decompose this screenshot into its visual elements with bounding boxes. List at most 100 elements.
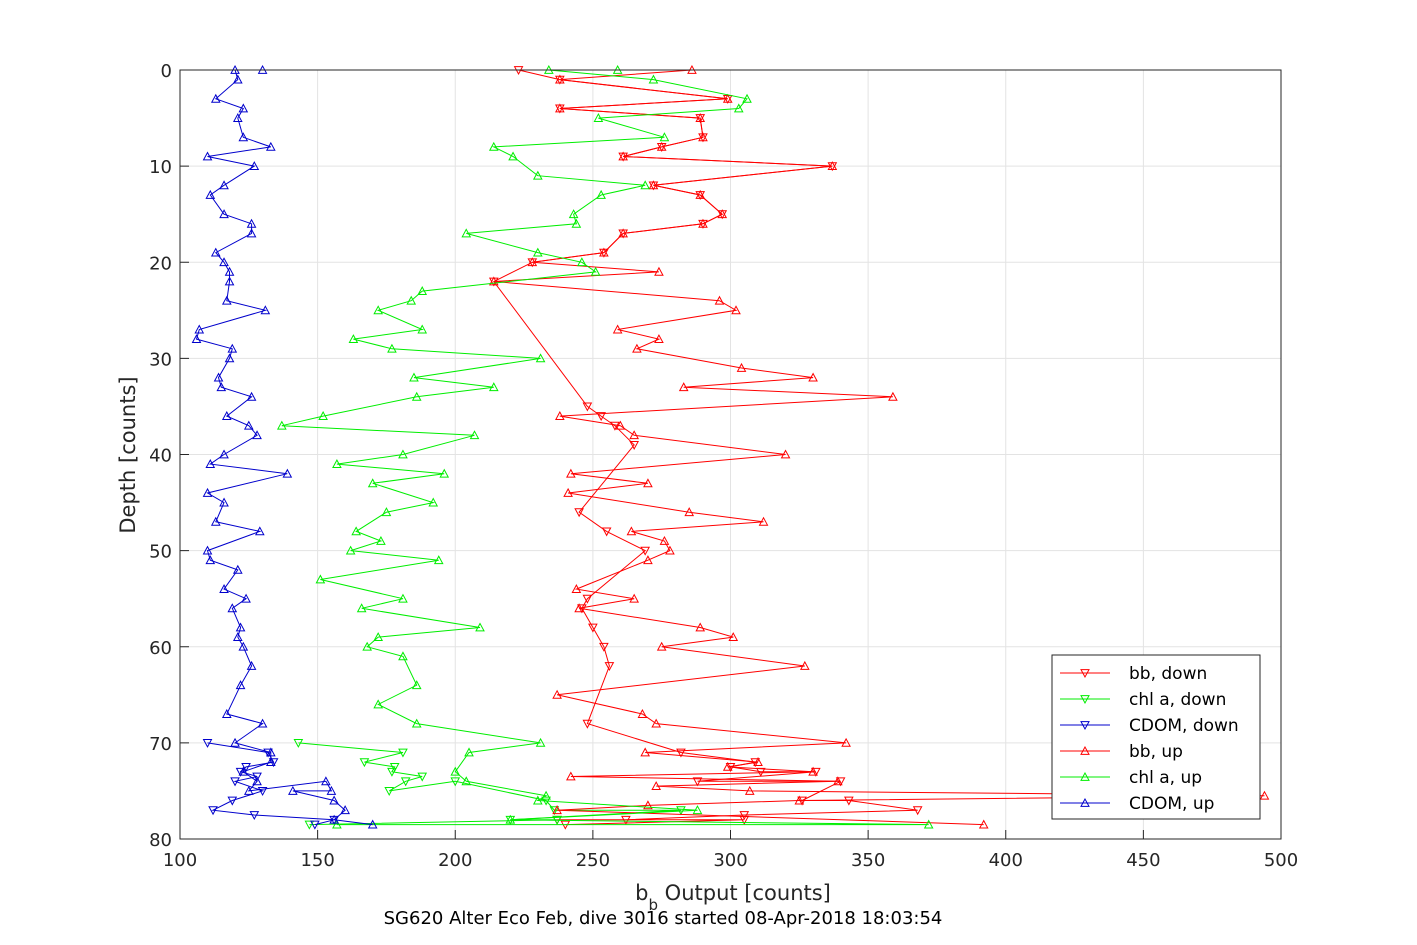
data-point (739, 811, 750, 821)
data-point (566, 771, 576, 781)
data-point (552, 805, 562, 815)
legend-item: CDOM, down (1060, 716, 1239, 736)
data-point (329, 814, 339, 824)
data-point (593, 113, 604, 122)
data-point (698, 218, 708, 228)
data-point (640, 180, 651, 190)
data-point (656, 141, 667, 151)
data-point (345, 545, 356, 555)
data-point (213, 372, 224, 382)
data-point (417, 286, 428, 295)
x-axis-label-rest: Output [counts] (658, 881, 831, 905)
data-point (912, 806, 923, 816)
data-point (356, 603, 367, 613)
data-point (888, 391, 898, 401)
data-point (541, 790, 551, 800)
data-point (692, 777, 703, 787)
x-axis-label-subscript: b (648, 896, 658, 914)
legend-label: bb, up (1129, 742, 1183, 762)
data-point (241, 593, 251, 603)
data-point (238, 641, 249, 651)
data-point (398, 449, 408, 459)
data-point (978, 819, 989, 829)
data-point (780, 449, 791, 459)
data-point (728, 632, 739, 642)
data-point (615, 420, 626, 430)
data-point (221, 410, 232, 420)
x-tick-label: 450 (1126, 850, 1160, 871)
data-point (252, 772, 262, 782)
data-point (315, 574, 326, 584)
data-point (588, 623, 598, 633)
series-cdom-down (202, 738, 339, 830)
data-point (241, 763, 251, 772)
y-tick-label: 30 (149, 349, 172, 370)
data-point (794, 795, 805, 805)
data-point (246, 218, 257, 228)
data-point (632, 343, 642, 353)
data-point (362, 641, 373, 651)
data-point (238, 132, 249, 142)
data-point (640, 747, 651, 757)
data-point (232, 74, 243, 84)
data-point (574, 603, 584, 613)
data-point (246, 391, 257, 401)
data-point (651, 781, 662, 791)
y-tick-label: 40 (149, 446, 172, 467)
data-point (654, 266, 664, 276)
y-tick-label: 60 (149, 638, 172, 659)
data-point (257, 787, 268, 796)
data-point (648, 74, 659, 84)
data-point (224, 266, 235, 276)
data-point (411, 718, 422, 728)
data-point (310, 820, 320, 830)
data-point (224, 276, 235, 286)
data-point (695, 113, 706, 122)
data-point (389, 763, 400, 772)
data-point (254, 526, 265, 536)
data-point (532, 170, 543, 180)
data-point (219, 209, 229, 219)
legend: bb, down chl a, down CDOM, down bb, up chl a… (1051, 654, 1261, 820)
data-point (555, 74, 565, 84)
data-point (194, 324, 205, 334)
data-point (238, 766, 249, 776)
data-point (582, 719, 593, 729)
data-point (265, 141, 276, 151)
data-point (714, 295, 725, 305)
data-point (398, 748, 408, 758)
data-point (384, 787, 395, 796)
data-point (618, 228, 628, 238)
data-point (488, 141, 499, 151)
data-point (659, 535, 670, 545)
legend-box (1051, 654, 1261, 820)
data-point (282, 468, 293, 478)
figure-caption: SG620 Alter Eco Feb, dive 3016 started 0… (384, 908, 943, 929)
data-point (265, 757, 276, 766)
legend-item: bb, down (1060, 664, 1207, 684)
data-point (464, 747, 474, 757)
data-point (417, 772, 428, 782)
data-point (400, 777, 411, 787)
data-point (398, 593, 408, 603)
data-point (582, 594, 593, 604)
data-point (742, 93, 752, 103)
data-point (232, 632, 243, 642)
data-point (799, 660, 810, 670)
data-point (406, 295, 417, 305)
data-point (224, 353, 235, 363)
data-point (439, 468, 450, 478)
data-point (568, 209, 579, 219)
data-point (833, 776, 843, 786)
data-point (381, 507, 392, 517)
data-point (574, 508, 584, 518)
x-tick-label: 100 (163, 850, 197, 871)
data-point (265, 747, 276, 757)
data-point (695, 622, 706, 632)
data-point (246, 660, 257, 670)
data-point (651, 718, 662, 728)
data-point (665, 545, 675, 555)
data-point (532, 247, 543, 257)
data-point (610, 421, 620, 431)
